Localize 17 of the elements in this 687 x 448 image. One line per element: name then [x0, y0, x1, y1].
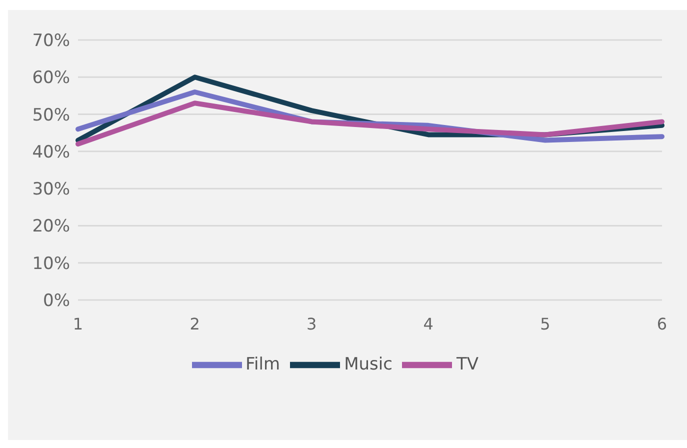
- legend-label: Film: [246, 354, 280, 375]
- legend-label: TV: [456, 354, 478, 375]
- y-tick-label: 30%: [32, 180, 70, 200]
- x-tick-label: 6: [656, 314, 668, 334]
- x-tick-label: 4: [423, 314, 434, 334]
- y-tick-label: 50%: [32, 105, 70, 126]
- x-tick-label: 3: [306, 314, 317, 334]
- y-tick-label: 0%: [43, 291, 70, 312]
- legend-label: Music: [344, 354, 392, 375]
- x-tick-label: 5: [540, 314, 550, 334]
- x-tick-label: 2: [190, 314, 200, 334]
- y-tick-label: 20%: [32, 216, 70, 237]
- y-tick-label: 40%: [32, 142, 70, 162]
- y-tick-label: 10%: [32, 254, 70, 274]
- y-tick-label: 60%: [32, 68, 70, 88]
- y-tick-label: 70%: [32, 31, 70, 52]
- x-tick-label: 1: [72, 314, 84, 334]
